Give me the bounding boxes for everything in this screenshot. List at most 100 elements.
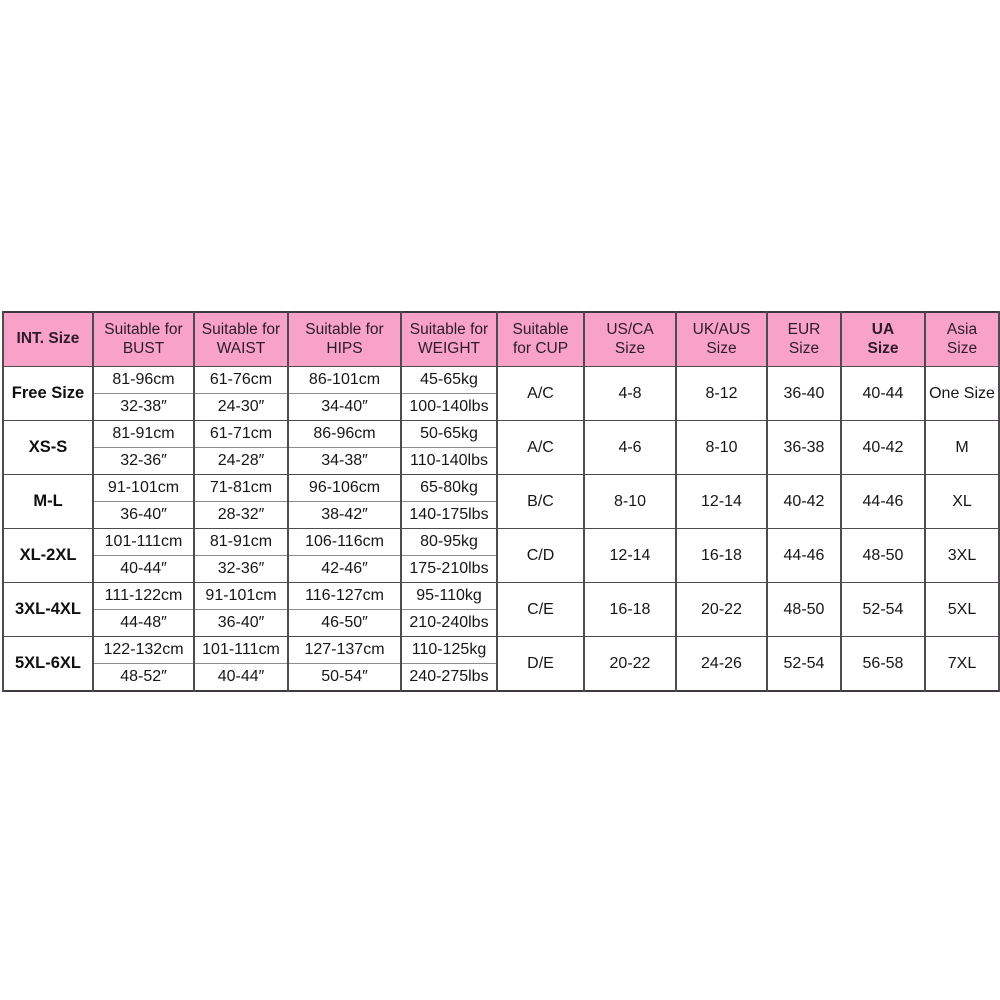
bust-inch: 32-38″ [92, 393, 195, 421]
bust-cm: 91-101cm [92, 474, 195, 502]
eur-size: 44-46 [766, 528, 842, 583]
ukaus-size: 12-14 [675, 474, 768, 529]
bust-cm: 111-122cm [92, 582, 195, 610]
eur-size: 48-50 [766, 582, 842, 637]
weight-kg: 65-80kg [400, 474, 498, 502]
hips-inch: 34-38″ [287, 447, 402, 475]
table-row: XL-2XL 101-111cm 81-91cm 106-116cm 80-95… [2, 528, 1000, 583]
usca-size: 4-6 [583, 420, 677, 475]
hips-inch: 50-54″ [287, 663, 402, 692]
table-row: 36-40″ 28-32″ 38-42″ 140-175lbs [3, 501, 999, 529]
header-asia: Asia Size [924, 311, 1000, 367]
bust-inch: 44-48″ [92, 609, 195, 637]
table-row: XS-S 81-91cm 61-71cm 86-96cm 50-65kg A/C… [2, 420, 1000, 475]
eur-size: 40-42 [766, 474, 842, 529]
weight-lbs: 240-275lbs [400, 663, 498, 692]
header-waist: Suitable for WAIST [193, 311, 289, 367]
asia-size: One Size [924, 366, 1000, 421]
hips-cm: 106-116cm [287, 528, 402, 556]
bust-inch: 36-40″ [92, 501, 195, 529]
waist-cm: 61-71cm [193, 420, 289, 448]
ua-size: 40-42 [840, 420, 926, 475]
ukaus-size: 20-22 [675, 582, 768, 637]
waist-inch: 24-30″ [193, 393, 289, 421]
waist-cm: 101-111cm [193, 636, 289, 664]
eur-size: 52-54 [766, 636, 842, 692]
waist-cm: 61-76cm [193, 366, 289, 394]
bust-inch: 40-44″ [92, 555, 195, 583]
asia-size: 5XL [924, 582, 1000, 637]
bust-cm: 122-132cm [92, 636, 195, 664]
header-row: INT. Size Suitable for BUST Suitable for… [2, 311, 1000, 367]
weight-kg: 80-95kg [400, 528, 498, 556]
header-eur: EUR Size [766, 311, 842, 367]
size-label: M-L [2, 474, 94, 529]
eur-size: 36-38 [766, 420, 842, 475]
usca-size: 8-10 [583, 474, 677, 529]
size-chart-table: INT. Size Suitable for BUST Suitable for… [2, 311, 1000, 692]
hips-cm: 86-101cm [287, 366, 402, 394]
weight-kg: 45-65kg [400, 366, 498, 394]
ua-size: 56-58 [840, 636, 926, 692]
usca-size: 16-18 [583, 582, 677, 637]
table-row: 32-38″ 24-30″ 34-40″ 100-140lbs [3, 393, 999, 421]
weight-lbs: 210-240lbs [400, 609, 498, 637]
table-row: 48-52″ 40-44″ 50-54″ 240-275lbs [3, 663, 999, 692]
waist-inch: 32-36″ [193, 555, 289, 583]
usca-size: 20-22 [583, 636, 677, 692]
ukaus-size: 24-26 [675, 636, 768, 692]
waist-inch: 24-28″ [193, 447, 289, 475]
bust-inch: 32-36″ [92, 447, 195, 475]
hips-inch: 46-50″ [287, 609, 402, 637]
ua-size: 40-44 [840, 366, 926, 421]
size-label: XS-S [2, 420, 94, 475]
header-weight: Suitable for WEIGHT [400, 311, 498, 367]
waist-inch: 28-32″ [193, 501, 289, 529]
hips-inch: 38-42″ [287, 501, 402, 529]
header-ua: UA Size [840, 311, 926, 367]
hips-cm: 86-96cm [287, 420, 402, 448]
asia-size: 7XL [924, 636, 1000, 692]
weight-kg: 110-125kg [400, 636, 498, 664]
hips-cm: 127-137cm [287, 636, 402, 664]
asia-size: XL [924, 474, 1000, 529]
bust-cm: 101-111cm [92, 528, 195, 556]
header-usca: US/CA Size [583, 311, 677, 367]
hips-cm: 116-127cm [287, 582, 402, 610]
weight-lbs: 110-140lbs [400, 447, 498, 475]
bust-cm: 81-91cm [92, 420, 195, 448]
header-bust: Suitable for BUST [92, 311, 195, 367]
hips-cm: 96-106cm [287, 474, 402, 502]
header-int-size: INT. Size [2, 311, 94, 367]
table-row: 3XL-4XL 111-122cm 91-101cm 116-127cm 95-… [2, 582, 1000, 637]
table-row: M-L 91-101cm 71-81cm 96-106cm 65-80kg B/… [2, 474, 1000, 529]
cup-size: B/C [496, 474, 585, 529]
weight-lbs: 140-175lbs [400, 501, 498, 529]
waist-inch: 40-44″ [193, 663, 289, 692]
usca-size: 12-14 [583, 528, 677, 583]
table-row: 32-36″ 24-28″ 34-38″ 110-140lbs [3, 447, 999, 475]
cup-size: C/D [496, 528, 585, 583]
hips-inch: 34-40″ [287, 393, 402, 421]
ua-size: 48-50 [840, 528, 926, 583]
weight-lbs: 100-140lbs [400, 393, 498, 421]
weight-kg: 95-110kg [400, 582, 498, 610]
waist-cm: 91-101cm [193, 582, 289, 610]
bust-cm: 81-96cm [92, 366, 195, 394]
bust-inch: 48-52″ [92, 663, 195, 692]
header-hips: Suitable for HIPS [287, 311, 402, 367]
header-ukaus: UK/AUS Size [675, 311, 768, 367]
weight-kg: 50-65kg [400, 420, 498, 448]
cup-size: D/E [496, 636, 585, 692]
asia-size: 3XL [924, 528, 1000, 583]
ukaus-size: 8-10 [675, 420, 768, 475]
eur-size: 36-40 [766, 366, 842, 421]
size-label: Free Size [2, 366, 94, 421]
size-label: 5XL-6XL [2, 636, 94, 692]
ua-size: 44-46 [840, 474, 926, 529]
cup-size: C/E [496, 582, 585, 637]
usca-size: 4-8 [583, 366, 677, 421]
size-label: XL-2XL [2, 528, 94, 583]
ua-size: 52-54 [840, 582, 926, 637]
waist-cm: 71-81cm [193, 474, 289, 502]
